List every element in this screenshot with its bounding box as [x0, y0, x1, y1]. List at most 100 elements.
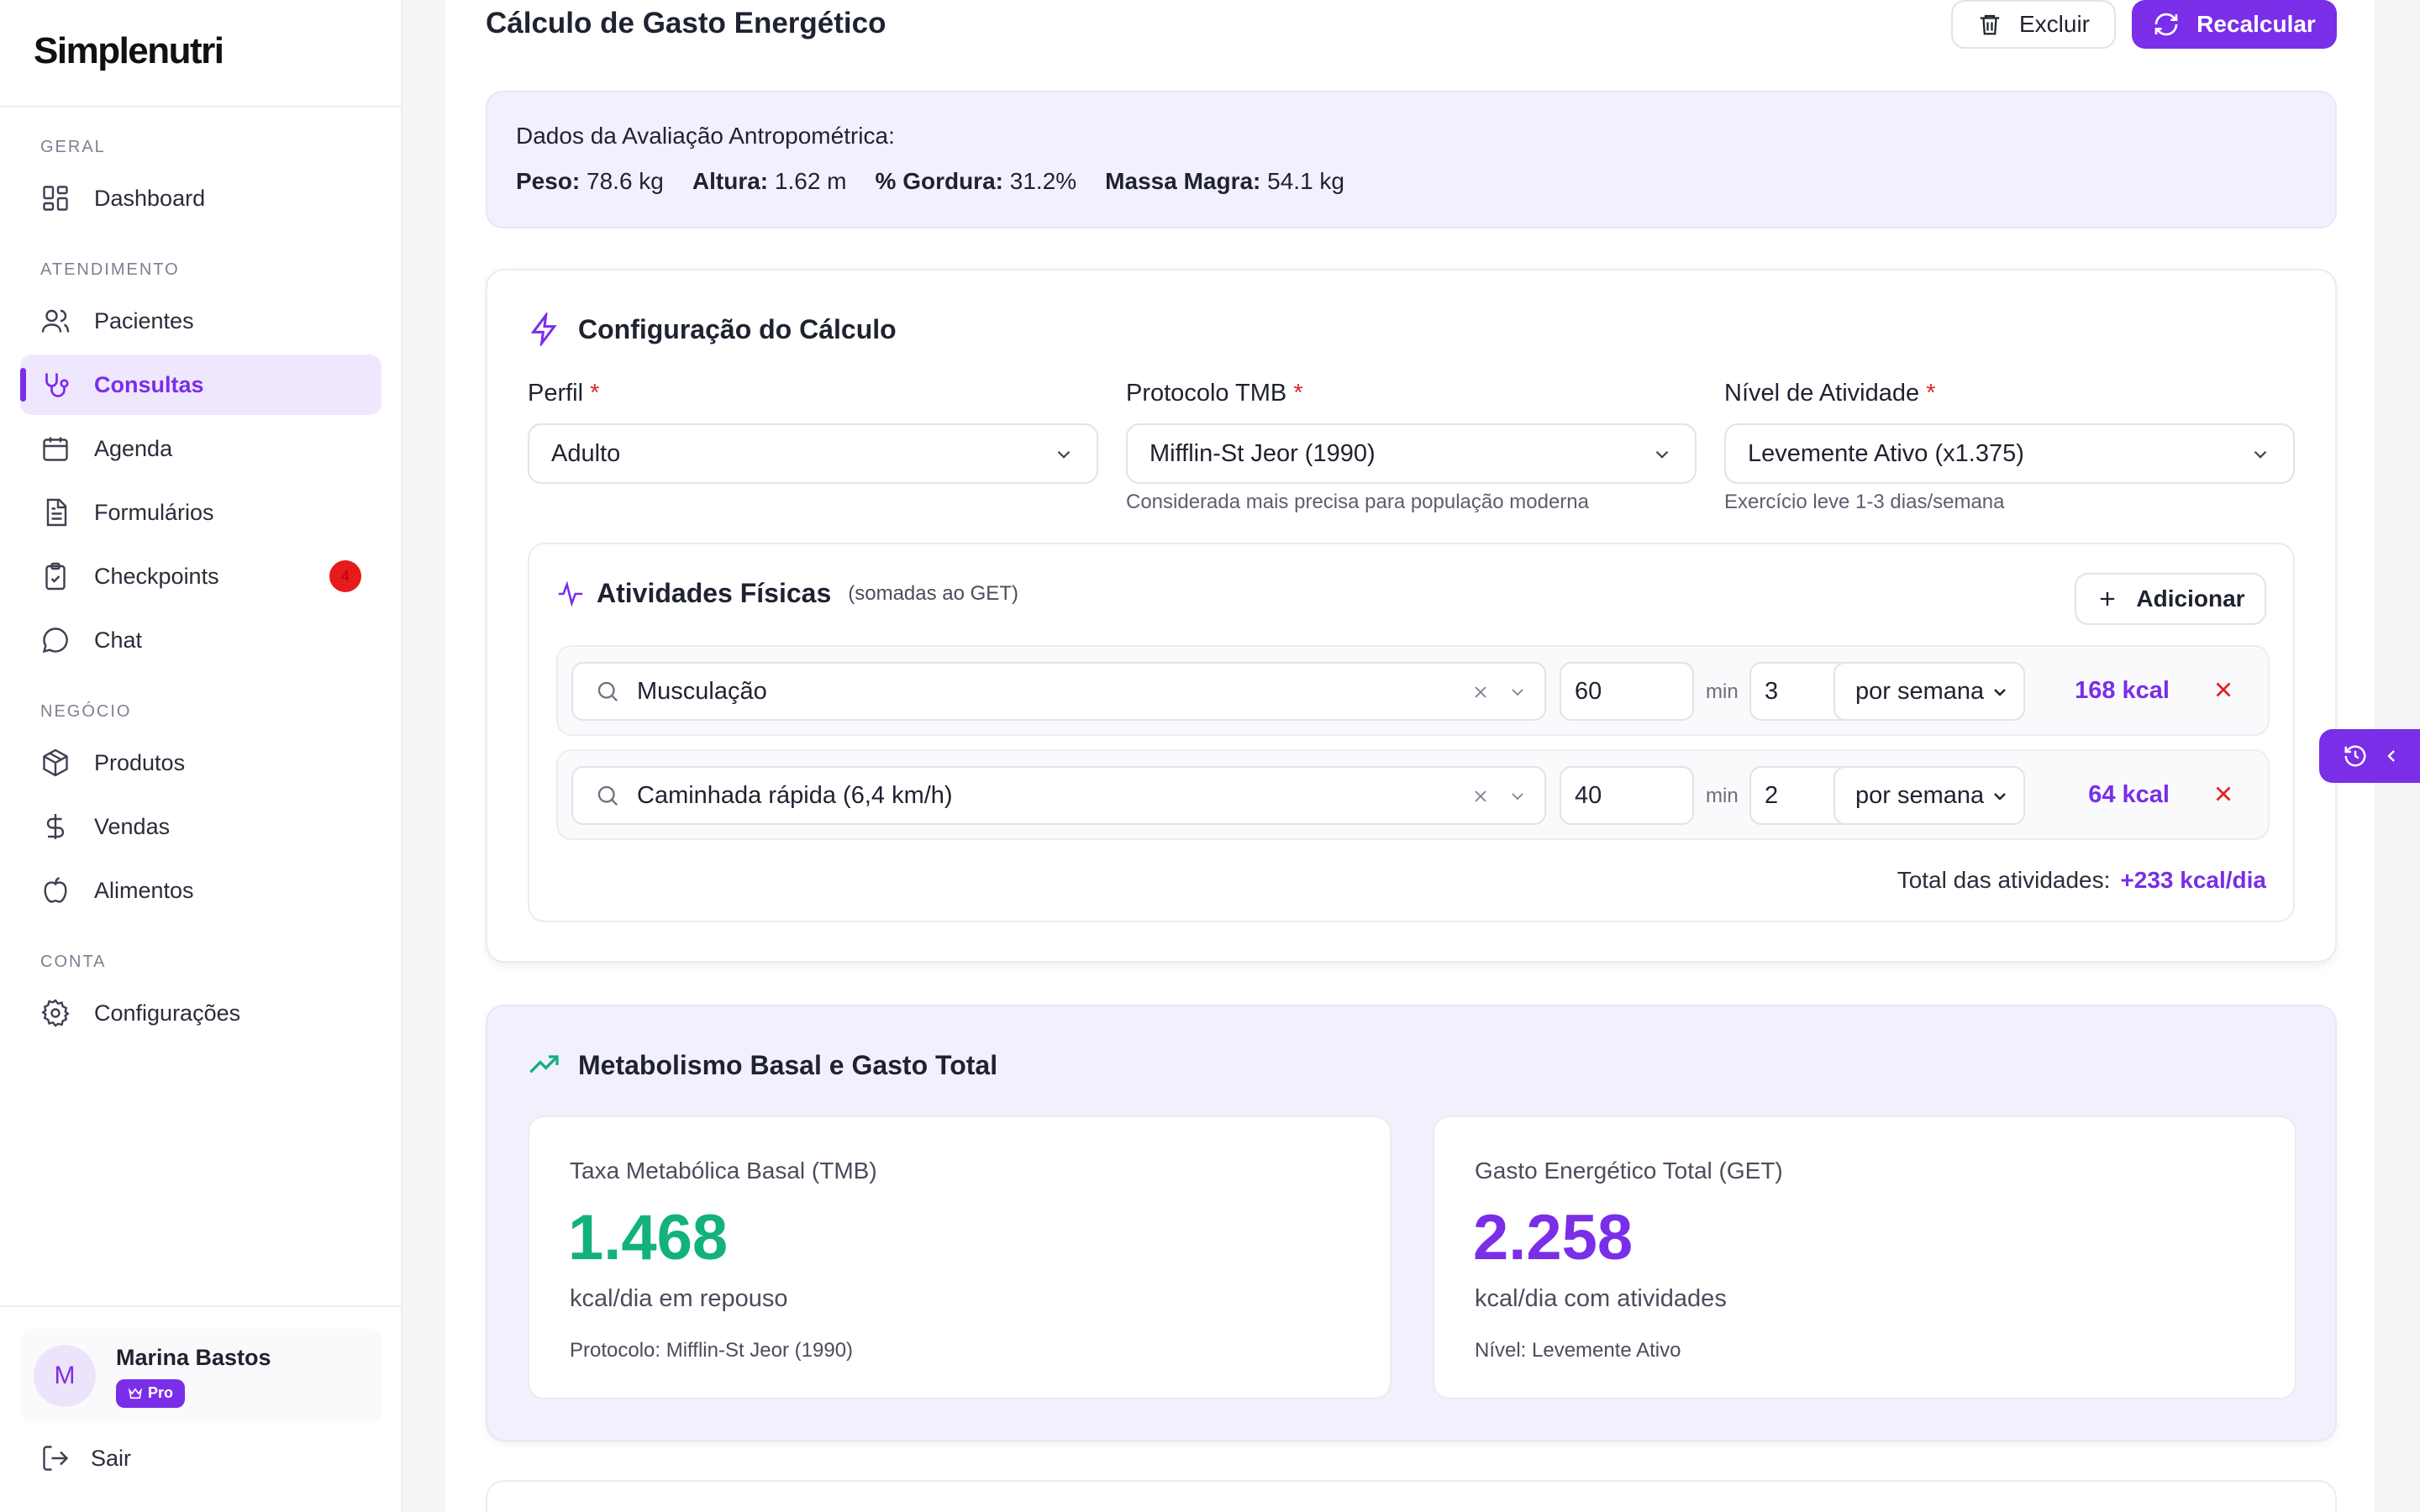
search-icon: [597, 681, 618, 702]
tmb-card: Taxa Metabólica Basal (TMB) 1.468 kcal/d…: [528, 1116, 1392, 1399]
activities-subtitle: (somadas ao GET): [848, 581, 1018, 605]
get-unit: kcal/dia com atividades: [1475, 1285, 1727, 1312]
chevron-down-icon: [1994, 689, 2006, 696]
lightning-icon: [530, 312, 557, 346]
activity-search-input[interactable]: Musculação: [571, 662, 1546, 721]
lean-mass-stat: Massa Magra: 54.1 kg: [1105, 168, 1344, 195]
activity-level-label-text: Nível de Atividade: [1724, 380, 1920, 407]
chat-bubble-icon: [42, 627, 68, 654]
file-text-icon: [46, 498, 67, 527]
users-icon: [41, 309, 70, 333]
protocol-select[interactable]: Mifflin-St Jeor (1990): [1126, 423, 1697, 484]
clear-icon[interactable]: [1470, 786, 1491, 806]
activity-search-input[interactable]: Caminhada rápida (6,4 km/h): [571, 766, 1546, 825]
recalculate-button[interactable]: Recalcular: [2132, 0, 2337, 49]
sidebar-item-formularios[interactable]: Formulários: [20, 482, 381, 543]
frequency-value: por semana: [1855, 677, 1985, 705]
activity-pulse-icon: [558, 580, 583, 607]
height-label: Altura:: [692, 168, 769, 194]
add-activity-label: Adicionar: [2136, 585, 2245, 612]
duration-unit: min: [1706, 680, 1739, 703]
box-icon: [43, 748, 68, 777]
sidebar-item-label: Checkpoints: [94, 563, 219, 589]
user-profile-card[interactable]: M Marina Bastos Pro: [20, 1329, 381, 1423]
clear-icon[interactable]: [1470, 682, 1491, 702]
metabolism-card-title: Metabolismo Basal e Gasto Total: [528, 1048, 997, 1082]
page-title: Cálculo de Gasto Energético: [486, 7, 886, 39]
weight-stat: Peso: 78.6 kg: [516, 168, 664, 195]
remove-activity-icon[interactable]: [2211, 781, 2236, 806]
logout-button[interactable]: Sair: [40, 1443, 131, 1473]
metabolism-title-text: Metabolismo Basal e Gasto Total: [578, 1049, 998, 1080]
sidebar-item-produtos[interactable]: Produtos: [20, 732, 381, 793]
activities-title: Atividades Físicas: [597, 578, 832, 608]
required-mark: *: [1926, 380, 1936, 407]
add-activity-button[interactable]: Adicionar: [2075, 573, 2266, 625]
tmb-unit: kcal/dia em repouso: [570, 1285, 788, 1312]
sidebar-item-consultas[interactable]: Consultas: [20, 354, 381, 415]
plus-icon: [2101, 591, 2115, 606]
activity-row: Caminhada rápida (6,4 km/h) 40 min 2 por…: [556, 749, 2270, 840]
trending-up-icon: [529, 1055, 559, 1074]
protocol-label: Protocolo TMB *: [1126, 380, 1303, 407]
search-icon: [597, 785, 618, 806]
profile-label-text: Perfil: [528, 380, 584, 407]
sidebar-item-label: Pacientes: [94, 307, 194, 333]
stethoscope-icon: [45, 373, 69, 397]
activity-kcal: 64 kcal: [2088, 781, 2170, 808]
activities-total-value: +233 kcal/dia: [2120, 867, 2266, 893]
app-logo[interactable]: Simplenutri: [34, 30, 224, 71]
sidebar-item-vendas[interactable]: Vendas: [20, 796, 381, 857]
frequency-select[interactable]: por semana: [1833, 662, 2025, 721]
delete-button[interactable]: Excluir: [1951, 0, 2116, 49]
frequency-select[interactable]: por semana: [1833, 766, 2025, 825]
activity-level-label: Nível de Atividade *: [1724, 380, 1936, 407]
chevron-down-icon: [2254, 450, 2267, 459]
activity-row: Musculação 60 min 3 por semana 168 kcal: [556, 645, 2270, 736]
history-icon: [2344, 745, 2366, 767]
remove-activity-icon[interactable]: [2211, 677, 2236, 702]
apple-icon: [44, 876, 67, 903]
sidebar-item-pacientes[interactable]: Pacientes: [20, 291, 381, 351]
notification-badge: 4: [329, 560, 361, 592]
sidebar-item-alimentos[interactable]: Alimentos: [20, 860, 381, 921]
metabolism-card: Metabolismo Basal e Gasto Total Taxa Met…: [486, 1005, 2337, 1441]
physical-activities-panel: Atividades Físicas (somadas ao GET) Adic…: [528, 543, 2295, 922]
user-name: Marina Bastos: [116, 1344, 271, 1370]
sidebar-item-checkpoints[interactable]: Checkpoints 4: [20, 546, 381, 606]
clipboard-check-icon: [45, 562, 66, 591]
height-stat: Altura: 1.62 m: [692, 168, 847, 195]
anthropometry-values: Peso: 78.6 kg Altura: 1.62 m % Gordura: …: [516, 168, 2307, 195]
refresh-icon: [2154, 13, 2178, 36]
chevron-down-icon[interactable]: [1507, 682, 1528, 702]
height-value: 1.62 m: [774, 168, 847, 194]
plan-label: Pro: [148, 1384, 174, 1401]
gear-icon: [41, 999, 70, 1027]
profile-label: Perfil *: [528, 380, 599, 407]
dollar-icon: [46, 814, 65, 839]
tmb-footnote: Protocolo: Mifflin-St Jeor (1990): [570, 1339, 854, 1362]
activity-name: Caminhada rápida (6,4 km/h): [637, 781, 953, 809]
sidebar-item-agenda[interactable]: Agenda: [20, 418, 381, 479]
profile-select[interactable]: Adulto: [528, 423, 1098, 484]
fat-value: 31.2%: [1009, 168, 1077, 194]
sidebar-item-chat[interactable]: Chat: [20, 610, 381, 670]
frequency-value: por semana: [1855, 781, 1985, 809]
duration-input[interactable]: 40: [1560, 766, 1694, 825]
weight-label: Peso:: [516, 168, 581, 194]
trash-icon: [1980, 14, 2000, 35]
tmb-value: 1.468: [568, 1202, 729, 1273]
duration-input[interactable]: 60: [1560, 662, 1694, 721]
chevron-down-icon[interactable]: [1507, 786, 1528, 806]
config-title-text: Configuração do Cálculo: [578, 313, 897, 344]
required-mark: *: [1293, 380, 1303, 407]
sidebar-item-label: Chat: [94, 627, 143, 653]
sidebar-item-configuracoes[interactable]: Configurações: [20, 983, 381, 1043]
sidebar-item-dashboard[interactable]: Dashboard: [20, 168, 381, 228]
activity-level-select[interactable]: Levemente Ativo (x1.375): [1724, 423, 2295, 484]
sidebar-divider: [0, 1305, 401, 1307]
weight-value: 78.6 kg: [587, 168, 664, 194]
sidebar-item-label: Agenda: [94, 435, 173, 461]
history-drawer-toggle[interactable]: [2319, 729, 2420, 783]
activity-level-hint: Exercício leve 1-3 dias/semana: [1724, 491, 2005, 513]
